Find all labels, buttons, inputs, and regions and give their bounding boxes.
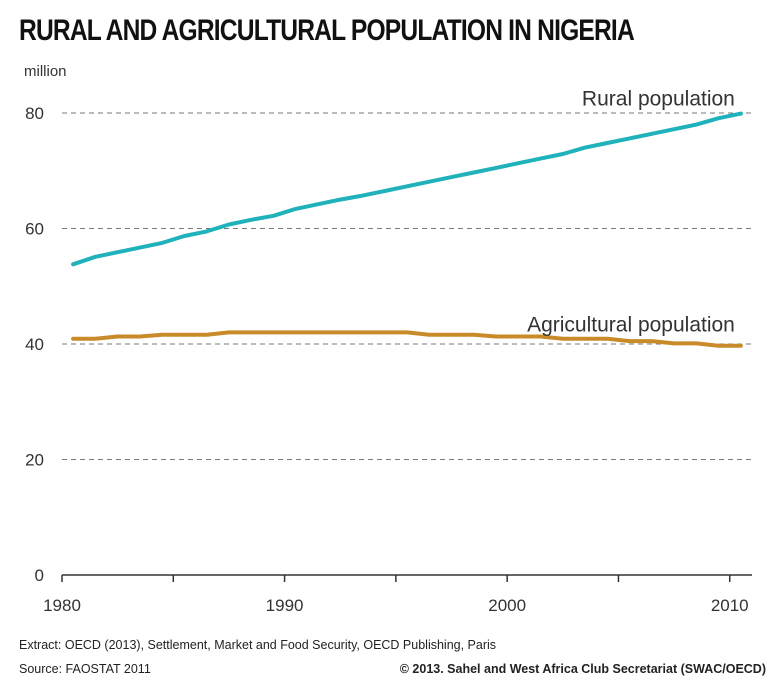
- y-axis-unit-label: million: [24, 63, 67, 80]
- source-note: Source: FAOSTAT 2011: [19, 662, 151, 676]
- line-chart: 0 20 40 60 80 1980 1990 2000 2010 Rural populatio…: [25, 88, 752, 615]
- series-line-rural: [71, 111, 743, 267]
- y-tick-label-20: 20: [25, 451, 44, 470]
- chart-title: RURAL AND AGRICULTURAL POPULATION IN NIG…: [19, 14, 635, 47]
- series-line-agricultural: [71, 330, 743, 348]
- y-tick-label-60: 60: [25, 220, 44, 239]
- x-tick-label-2000: 2000: [488, 596, 526, 615]
- y-tick-label-40: 40: [25, 335, 44, 354]
- x-tick-label-1990: 1990: [266, 596, 304, 615]
- extract-note: Extract: OECD (2013), Settlement, Market…: [19, 638, 497, 652]
- series-label-rural: Rural population: [582, 88, 735, 111]
- x-tick-label-1980: 1980: [43, 596, 81, 615]
- x-tick-label-2010: 2010: [711, 596, 749, 615]
- copyright-note: © 2013. Sahel and West Africa Club Secre…: [399, 662, 766, 676]
- y-tick-label-80: 80: [25, 104, 44, 123]
- series-label-agricultural: Agricultural population: [527, 314, 735, 337]
- y-tick-label-0: 0: [35, 566, 44, 585]
